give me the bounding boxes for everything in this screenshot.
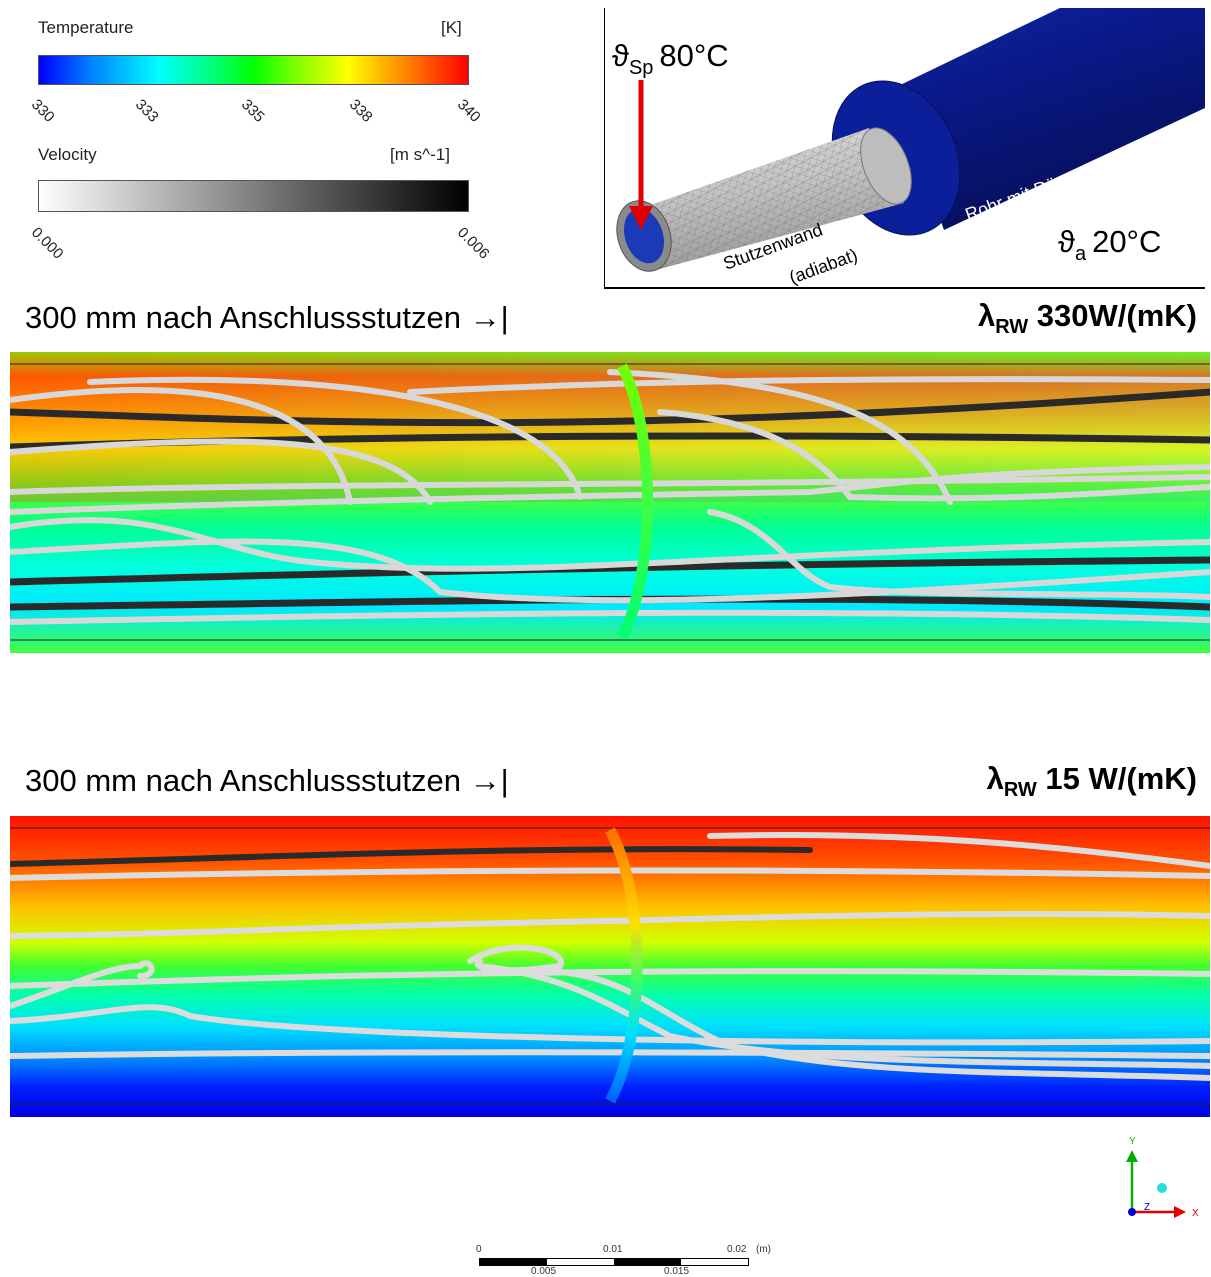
temperature-tick: 333	[131, 96, 162, 126]
panel-bottom-caption: 300 mm nach Anschlussstutzen →|	[25, 763, 509, 798]
nozzle-wall	[616, 127, 912, 272]
temperature-legend-unit: [K]	[441, 18, 462, 37]
panel-top-conductivity: λRW 330W/(mK)	[977, 298, 1197, 339]
scale-label: 0.01	[603, 1244, 623, 1255]
x-axis-label: X	[1192, 1208, 1199, 1219]
panel-bottom-conductivity: λRW 15 W/(mK)	[986, 761, 1197, 802]
scale-label: 0.015	[664, 1266, 690, 1277]
inlet-temperature-label: ϑSp 80°C	[612, 38, 729, 79]
temperature-field-bottom	[10, 816, 1210, 1117]
temperature-tick: 335	[237, 96, 268, 126]
temperature-legend-title: Temperature	[38, 18, 134, 37]
cross-section-ring	[605, 827, 643, 1104]
velocity-tick: 0.000	[27, 224, 67, 263]
scale-label: 0.02	[727, 1244, 747, 1255]
scale-label: 0.005	[531, 1266, 557, 1277]
ambient-temperature-label: ϑa 20°C	[1058, 224, 1161, 265]
velocity-legend-title: Velocity	[38, 145, 97, 164]
adiabatic-label: (adiabat)	[787, 245, 861, 288]
temperature-tick: 330	[27, 96, 58, 126]
velocity-legend-unit: [m s^-1]	[390, 145, 450, 164]
inlet-arrowhead	[629, 206, 653, 230]
panel-top-caption: 300 mm nach Anschlussstutzen →|	[25, 300, 509, 335]
scale-unit: (m)	[756, 1244, 771, 1255]
cross-section-ring	[617, 363, 653, 640]
temperature-tick: 338	[345, 96, 376, 126]
scale-label: 0	[476, 1244, 482, 1255]
z-axis-label: Z	[1144, 1202, 1150, 1213]
temperature-tick: 340	[453, 96, 484, 126]
scale-bar	[479, 1258, 749, 1266]
velocity-colorbar	[38, 180, 469, 212]
temperature-field-top	[10, 352, 1210, 653]
velocity-tick: 0.006	[453, 224, 493, 263]
temperature-colorbar	[38, 55, 469, 85]
axis-triad: Y Z X	[1126, 1136, 1199, 1219]
y-axis-label: Y	[1129, 1136, 1136, 1147]
pipe-schematic: ϑSp 80°C ϑa 20°C Stutzenwand (adiabat) Roh…	[604, 8, 1205, 289]
